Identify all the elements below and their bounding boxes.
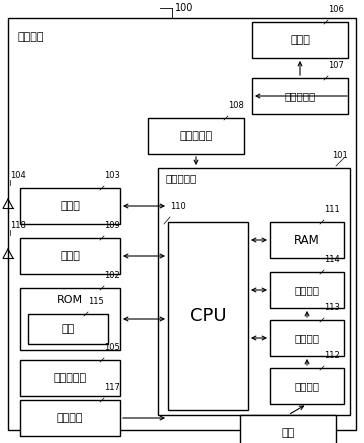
Text: 振子: 振子 — [281, 428, 294, 438]
Bar — [270, 320, 344, 356]
Bar — [252, 78, 348, 114]
Text: 112: 112 — [324, 351, 340, 360]
Text: 操作受理部: 操作受理部 — [179, 131, 213, 141]
Text: 显示部: 显示部 — [290, 35, 310, 45]
Bar — [158, 168, 350, 415]
Text: 105: 105 — [104, 343, 120, 352]
Text: 计时电路: 计时电路 — [294, 285, 320, 295]
Text: 115: 115 — [88, 297, 104, 306]
Bar — [20, 188, 120, 224]
Text: 振荡电路: 振荡电路 — [294, 381, 320, 391]
Text: 100: 100 — [175, 3, 193, 13]
Text: 108: 108 — [228, 101, 244, 110]
Bar — [270, 272, 344, 308]
Text: ROM: ROM — [57, 295, 83, 305]
Text: 110: 110 — [170, 202, 186, 211]
Bar — [20, 400, 120, 436]
Bar — [270, 222, 344, 258]
Text: 通信部: 通信部 — [60, 201, 80, 211]
Bar — [28, 314, 108, 344]
Text: 109: 109 — [104, 221, 120, 230]
Text: 107: 107 — [328, 61, 344, 70]
Text: 118: 118 — [10, 221, 26, 230]
Bar — [20, 288, 120, 350]
Bar — [240, 415, 336, 443]
Bar — [270, 368, 344, 404]
Text: 电力供给部: 电力供给部 — [54, 373, 87, 383]
Text: 104: 104 — [10, 171, 26, 180]
Bar — [20, 238, 120, 274]
Text: 111: 111 — [324, 205, 340, 214]
Text: CPU: CPU — [190, 307, 226, 325]
Bar — [252, 22, 348, 58]
Text: 101: 101 — [332, 151, 348, 160]
Text: RAM: RAM — [294, 233, 320, 246]
Text: 117: 117 — [104, 383, 120, 392]
Text: 微型计算机: 微型计算机 — [166, 173, 197, 183]
Text: 113: 113 — [324, 303, 340, 312]
Text: 传感器部: 传感器部 — [57, 413, 83, 423]
Text: 分频电路: 分频电路 — [294, 333, 320, 343]
Text: 102: 102 — [104, 271, 120, 280]
Bar — [20, 360, 120, 396]
Text: 103: 103 — [104, 171, 120, 180]
Text: 114: 114 — [324, 255, 340, 264]
Text: 程序: 程序 — [62, 324, 75, 334]
Text: 106: 106 — [328, 5, 344, 14]
Bar — [148, 118, 244, 154]
Text: 定位部: 定位部 — [60, 251, 80, 261]
Text: 电子钟表: 电子钟表 — [18, 32, 44, 42]
Bar — [168, 222, 248, 410]
Text: 显示驱动器: 显示驱动器 — [284, 91, 316, 101]
